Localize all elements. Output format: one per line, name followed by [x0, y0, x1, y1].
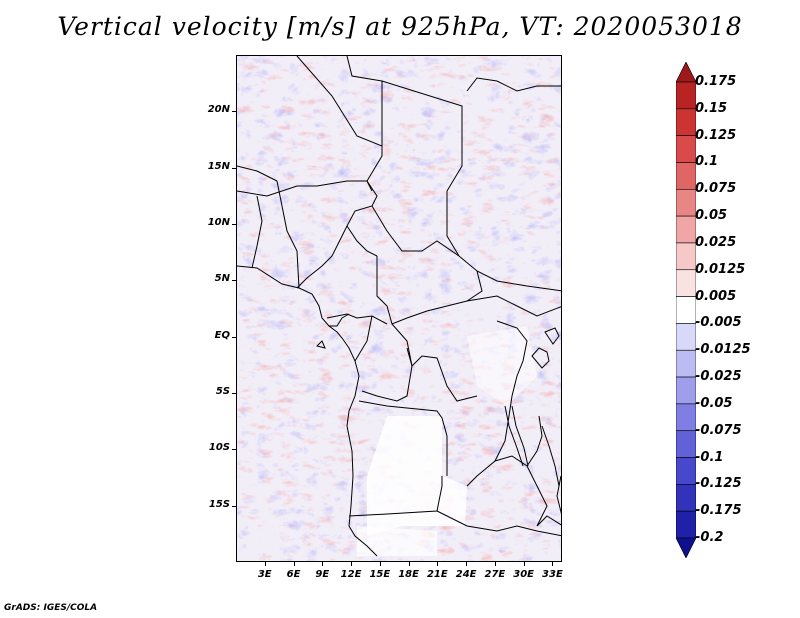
colorbar-swatch — [675, 215, 697, 244]
colorbar-label: 0.15 — [695, 100, 728, 116]
colorbar-swatch — [675, 323, 697, 351]
lon-tick — [524, 562, 525, 566]
colorbar-label: -0.175 — [695, 503, 742, 519]
colorbar-label: -0.1 — [695, 449, 724, 465]
colorbar-swatch — [675, 81, 697, 110]
colorbar-label: -0.025 — [695, 369, 742, 385]
lat-tick — [232, 393, 236, 394]
colorbar-swatch — [675, 61, 697, 83]
lat-tick — [232, 506, 236, 507]
lat-tick — [232, 111, 236, 112]
lon-tick — [495, 562, 496, 566]
lon-tick — [351, 562, 352, 566]
colorbar-swatches — [675, 61, 697, 559]
colorbar-swatch — [675, 457, 697, 485]
lon-tick — [294, 562, 295, 566]
lat-tick — [232, 224, 236, 225]
lon-tick — [380, 562, 381, 566]
lon-tick — [552, 562, 553, 566]
lat-label-15s: 15S — [208, 498, 230, 510]
colorbar-label: 0.005 — [695, 288, 737, 304]
colorbar-label: -0.075 — [695, 422, 742, 438]
colorbar-label: 0.0125 — [695, 261, 746, 277]
lon-label-21e: 21E — [426, 569, 448, 580]
lat-label-10n: 10N — [207, 217, 230, 228]
lon-label-27e: 27E — [484, 569, 506, 580]
lon-label-9e: 9E — [315, 569, 330, 580]
colorbar-label: 0.175 — [695, 74, 737, 89]
grads-credit: GrADS: IGES/COLA — [4, 603, 98, 613]
lat-tick — [232, 280, 236, 281]
colorbar-swatch — [675, 242, 697, 271]
colorbar-swatch — [675, 188, 697, 217]
lon-label-6e: 6E — [286, 569, 301, 580]
lat-tick — [232, 337, 236, 338]
lat-label-5n: 5N — [214, 273, 230, 285]
colorbar-swatch — [675, 484, 697, 512]
lat-label-15n: 15N — [207, 160, 230, 172]
lon-label-33e: 33E — [542, 569, 563, 580]
colorbar-swatch — [675, 537, 697, 559]
colorbar-label: 0.025 — [695, 234, 737, 250]
lon-tick — [466, 562, 467, 566]
chart-title: Vertical velocity [m/s] at 925hPa, VT: 2… — [57, 12, 743, 41]
lon-tick — [409, 562, 410, 566]
colorbar-swatch — [675, 403, 697, 432]
colorbar-swatch — [675, 269, 697, 297]
lat-label-10s: 10S — [208, 442, 230, 454]
colorbar-label: -0.005 — [695, 315, 742, 331]
colorbar-swatch — [675, 510, 697, 539]
colorbar-label: -0.125 — [695, 476, 742, 492]
colorbar-swatch — [675, 108, 697, 136]
lon-label-24e: 24E — [455, 569, 477, 580]
lon-label-12e: 12E — [340, 569, 362, 580]
colorbar-swatch — [675, 162, 697, 190]
colorbar-label: 0.075 — [695, 181, 737, 197]
lon-label-18e: 18E — [398, 569, 419, 580]
lat-tick — [232, 168, 236, 169]
lon-label-3e: 3E — [257, 569, 272, 580]
colorbar-label: 0.05 — [695, 208, 728, 224]
lon-label-30e: 30E — [513, 569, 535, 580]
colorbar-swatch — [675, 376, 697, 405]
lat-label-eq: EQ — [214, 329, 230, 341]
vertical-velocity-field — [237, 56, 561, 561]
colorbar-swatch — [675, 430, 697, 458]
lat-label-20n: 20N — [207, 104, 230, 116]
map-plot-area — [236, 55, 562, 562]
colorbar-label: -0.2 — [695, 530, 724, 545]
colorbar-label: 0.1 — [695, 154, 719, 170]
lon-tick — [322, 562, 323, 566]
lat-label-5s: 5S — [215, 386, 230, 397]
lon-label-15e: 15E — [369, 569, 391, 580]
colorbar-swatch — [675, 135, 697, 163]
colorbar-label: 0.125 — [695, 127, 737, 143]
colorbar-label: -0.0125 — [695, 342, 751, 358]
colorbar-swatch — [675, 349, 697, 378]
colorbar — [675, 61, 697, 562]
lon-tick — [265, 562, 266, 566]
colorbar-swatch — [675, 296, 697, 324]
lat-tick — [232, 449, 236, 450]
lon-tick — [437, 562, 438, 566]
colorbar-label: -0.05 — [695, 395, 733, 411]
